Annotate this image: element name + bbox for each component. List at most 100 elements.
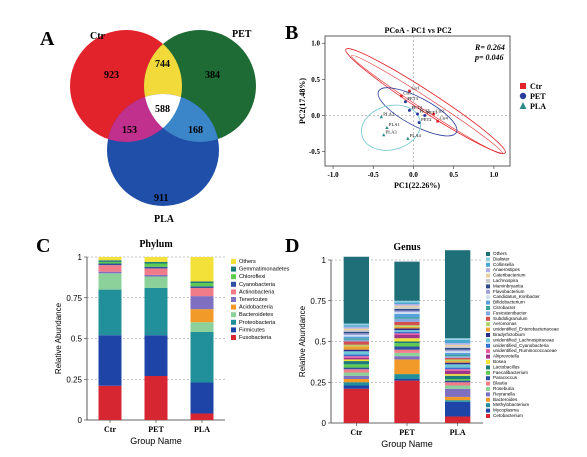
bar-segment — [98, 265, 122, 272]
legend-swatch — [486, 349, 490, 354]
legend-swatch — [486, 273, 490, 278]
legend-label: Lactobacillus — [493, 364, 520, 369]
bar-segment — [343, 328, 369, 331]
y-axis-label: Relative Abundance — [298, 305, 307, 377]
bar-segment — [394, 325, 420, 327]
legend-swatch — [486, 327, 490, 332]
bar-segment — [190, 322, 214, 332]
bar-segment — [445, 361, 471, 363]
y-tick-label: 0.75 — [66, 294, 82, 303]
bar-segment — [98, 385, 122, 420]
pcoa-legend-label: PLA — [530, 102, 546, 111]
bar-segment — [394, 302, 420, 305]
legend-swatch — [486, 316, 490, 321]
legend-swatch — [486, 408, 490, 413]
bar-segment — [394, 338, 420, 342]
pcoa-point-ctr — [408, 89, 411, 93]
legend-swatch — [486, 338, 490, 343]
x-tick-label: PET — [148, 425, 164, 434]
bar-segment — [144, 287, 168, 336]
legend-label: Cetobacterium — [493, 413, 523, 418]
legend-swatch — [231, 266, 236, 272]
pcoa-point-pla — [382, 133, 386, 137]
legend-label: Fusicatenibacter — [493, 310, 527, 315]
bar-segment — [445, 344, 471, 347]
bar-segment — [343, 359, 369, 362]
pcoa-xlabel: PC1(22.26%) — [394, 181, 440, 190]
legend-label: Paracoccus — [493, 375, 518, 380]
bar-segment — [445, 382, 471, 386]
legend-label: Cateribacterium — [493, 273, 526, 278]
bar-segment — [343, 334, 369, 337]
pcoa-point-pet — [423, 113, 427, 117]
bar-segment — [394, 328, 420, 331]
bar-segment — [190, 309, 214, 323]
bar-segment — [394, 333, 420, 335]
bar-segment — [144, 268, 168, 275]
bar-segment — [394, 352, 420, 357]
venn-count-pet-only: 384 — [205, 70, 220, 81]
legend-label: Others — [493, 251, 507, 256]
bar-segment — [394, 317, 420, 319]
legend-label: Citrobacter — [493, 305, 516, 310]
bar-segment — [144, 263, 168, 267]
pcoa-frame — [324, 35, 511, 167]
bar-segment — [445, 354, 471, 357]
legend-label: Lachnospira — [493, 278, 518, 283]
legend-label: Roseburia — [493, 386, 514, 391]
bar-segment — [445, 359, 471, 362]
chart-title: Phylum — [139, 239, 173, 250]
legend-swatch — [486, 311, 490, 316]
legend-swatch — [486, 343, 490, 348]
bar-segment — [190, 281, 214, 284]
bar-segment — [343, 333, 369, 335]
bar-segment — [190, 257, 214, 282]
pcoa-title: PCoA - PC1 vs PC2 — [384, 26, 451, 35]
legend-swatch — [486, 268, 490, 273]
legend-swatch — [486, 279, 490, 283]
bar-segment — [144, 261, 168, 264]
x-tick-label: PET — [399, 428, 415, 437]
legend-swatch — [231, 304, 236, 310]
legend-label: Faecalibacterium — [493, 370, 528, 375]
bar-segment — [445, 367, 471, 370]
pcoa-point-label: PET1 — [427, 110, 438, 115]
bar-segment — [343, 378, 369, 383]
legend-swatch — [486, 370, 490, 375]
bar-segment — [445, 400, 471, 402]
bar-segment — [98, 289, 122, 336]
bar-segment — [144, 375, 168, 420]
venn-diagram: Ctr PET PLA 923 384 911 744 153 168 588 — [70, 29, 256, 225]
legend-label: Reyranella — [493, 391, 515, 396]
bar-segment — [394, 321, 420, 326]
bar-segment — [394, 380, 420, 423]
legend-label: Bradyrhizobium — [493, 332, 525, 337]
bar-segment — [445, 416, 471, 423]
bar-segment — [445, 375, 471, 379]
bar-segment — [394, 334, 420, 339]
legend-label: Blautia — [493, 381, 507, 386]
venn-count-pla-only: 911 — [154, 193, 168, 204]
bar-segment — [144, 257, 168, 262]
pcoa-point-pla — [385, 125, 389, 130]
pcoa-legend-label: PET — [530, 92, 546, 101]
bar-segment — [144, 274, 168, 277]
bar-segment — [343, 372, 369, 376]
pcoa-point-pet — [407, 108, 411, 112]
bar-segment — [445, 380, 471, 383]
pcoa-point-ctr — [432, 112, 435, 116]
pcoa-xtick-label: 0.0 — [409, 171, 418, 179]
venn-count-pet-pla: 168 — [188, 125, 203, 136]
bar-segment — [190, 286, 214, 288]
legend-label: Acidobacteria — [239, 305, 274, 311]
legend-label: Mycoplasma — [493, 408, 519, 413]
bar-segment — [445, 374, 471, 376]
legend-swatch — [486, 257, 490, 262]
legend-label: Bacteroides — [493, 397, 518, 402]
legend-label: Others — [239, 259, 256, 265]
bar-segment — [144, 276, 168, 288]
bar-segment — [343, 339, 369, 342]
pcoa-point-label: PET5 — [420, 109, 431, 114]
bar-segment — [394, 359, 420, 375]
legend-swatch — [231, 335, 236, 340]
